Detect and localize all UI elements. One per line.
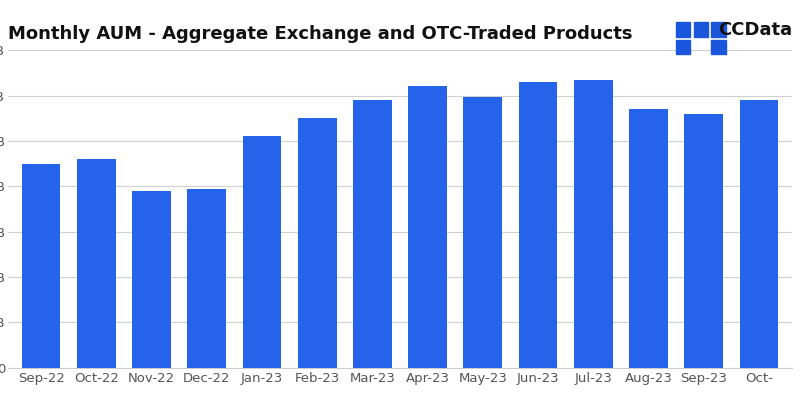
Bar — [518, 82, 558, 368]
Bar — [77, 159, 116, 368]
Bar — [739, 100, 778, 368]
Text: Monthly AUM - Aggregate Exchange and OTC-Traded Products: Monthly AUM - Aggregate Exchange and OTC… — [8, 25, 633, 43]
Bar — [353, 100, 392, 368]
Bar — [298, 118, 337, 368]
Bar — [684, 114, 723, 368]
Bar — [574, 80, 613, 368]
Bar — [132, 191, 171, 368]
Bar — [22, 163, 61, 368]
Text: CCData: CCData — [718, 21, 792, 39]
Bar — [187, 189, 226, 368]
Bar — [408, 87, 447, 368]
Bar — [463, 97, 502, 368]
Bar — [242, 136, 282, 368]
Bar — [629, 109, 668, 368]
